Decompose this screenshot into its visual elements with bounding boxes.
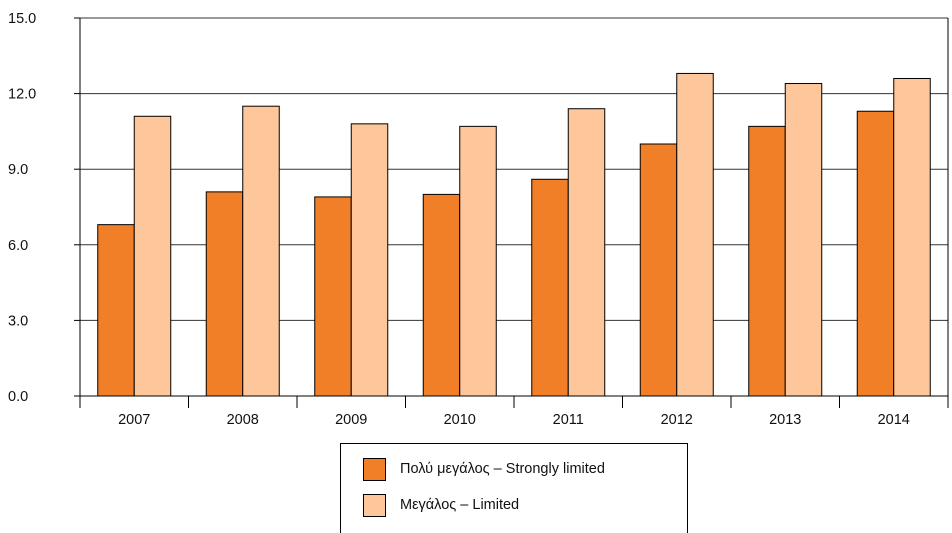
x-axis-ticks: 2007 2008 2009 2010 2011 2012 2013 2014 bbox=[79, 396, 949, 428]
y-tick-label: 9.0 bbox=[8, 162, 28, 178]
y-axis-ticks: 0.0 3.0 6.0 9.0 12.0 15.0 bbox=[8, 11, 80, 405]
x-tick-label: 2009 bbox=[335, 412, 367, 428]
y-tick-label: 12.0 bbox=[8, 87, 36, 103]
bar-limited-2010 bbox=[459, 125, 497, 397]
bars bbox=[97, 72, 931, 397]
bar-limited-2009 bbox=[350, 123, 389, 397]
axes bbox=[74, 18, 949, 397]
bar-strongly-limited-2009 bbox=[314, 196, 352, 397]
bar-limited-2013 bbox=[784, 83, 823, 397]
bar-strongly-limited-2007 bbox=[97, 224, 135, 397]
bar-strongly-limited-2014 bbox=[856, 110, 895, 397]
x-tick-label: 2013 bbox=[769, 412, 801, 428]
y-tick-label: 6.0 bbox=[8, 238, 28, 254]
x-tick-label: 2010 bbox=[444, 412, 476, 428]
bar-strongly-limited-2013 bbox=[748, 125, 786, 397]
x-tick-label: 2012 bbox=[661, 412, 693, 428]
bar-strongly-limited-2008 bbox=[205, 191, 244, 397]
x-tick-label: 2007 bbox=[118, 412, 150, 428]
bar-limited-2012 bbox=[676, 72, 714, 397]
x-tick-label: 2008 bbox=[227, 412, 259, 428]
bar-strongly-limited-2012 bbox=[639, 143, 678, 397]
legend-swatch-limited bbox=[363, 493, 386, 517]
legend-item-limited: Μεγάλος – Limited bbox=[363, 493, 519, 517]
bar-strongly-limited-2010 bbox=[422, 193, 461, 397]
legend-label-limited: Μεγάλος – Limited bbox=[400, 497, 520, 513]
x-tick-label: 2011 bbox=[553, 412, 584, 428]
y-tick-label: 15.0 bbox=[8, 11, 36, 27]
legend: Πολύ μεγάλος – Strongly limited Μεγάλος … bbox=[340, 443, 688, 533]
bar-strongly-limited-2011 bbox=[531, 178, 569, 397]
legend-swatch-strongly-limited bbox=[363, 457, 386, 481]
legend-label-strongly-limited: Πολύ μεγάλος – Strongly limited bbox=[400, 461, 605, 477]
bar-chart: 0.0 3.0 6.0 9.0 12.0 15.0 2007 2008 2009 2010 201… bbox=[8, 11, 949, 428]
y-tick-label: 0.0 bbox=[8, 389, 28, 405]
y-tick-label: 3.0 bbox=[8, 313, 28, 329]
bar-limited-2014 bbox=[893, 77, 931, 397]
bar-limited-2007 bbox=[133, 115, 172, 397]
bar-limited-2011 bbox=[567, 108, 606, 397]
bar-limited-2008 bbox=[242, 105, 280, 397]
legend-item-strongly-limited: Πολύ μεγάλος – Strongly limited bbox=[363, 457, 605, 481]
x-tick-label: 2014 bbox=[878, 412, 910, 428]
